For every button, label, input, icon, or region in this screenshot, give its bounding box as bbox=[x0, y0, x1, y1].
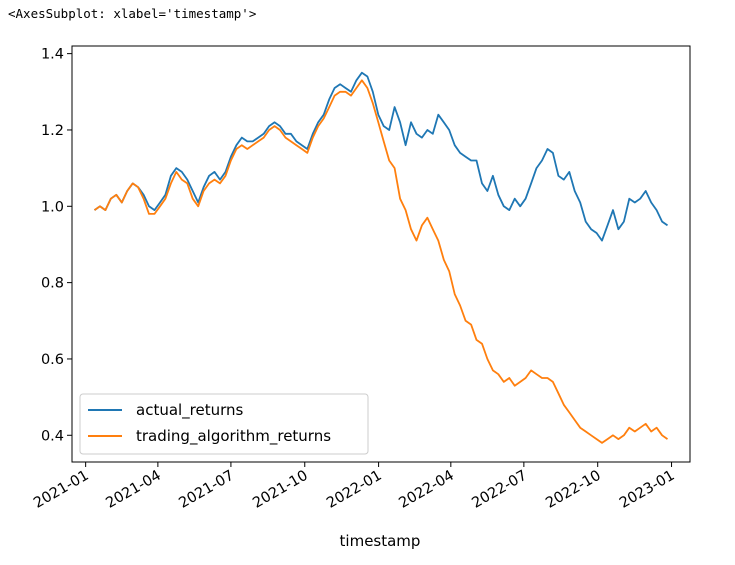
series-line-trading-algorithm-returns bbox=[93, 79, 669, 444]
y-tick-label: 0.6 bbox=[41, 352, 64, 368]
y-tick-label: 1.2 bbox=[41, 123, 64, 139]
y-tick-label: 1.0 bbox=[41, 199, 64, 215]
y-tick-label: 0.8 bbox=[41, 276, 64, 292]
x-tick-label: 2023-01 bbox=[617, 468, 677, 512]
plot-frame bbox=[71, 45, 691, 463]
legend-entry-label: trading_algorithm_returns bbox=[136, 427, 331, 446]
x-tick-label: 2022-01 bbox=[324, 468, 384, 512]
x-tick-label: 2021-01 bbox=[31, 468, 91, 512]
y-axis: 0.4 0.6 0.8 1.0 1.2 1.4 bbox=[41, 47, 72, 444]
y-tick-label: 0.4 bbox=[41, 428, 64, 444]
legend-entry-label: actual_returns bbox=[136, 401, 244, 420]
y-tick-label: 1.4 bbox=[41, 47, 64, 63]
x-tick-label: 2021-07 bbox=[176, 468, 236, 512]
x-tick-label: 2022-04 bbox=[396, 468, 456, 512]
x-axis: 2021-01 2021-04 2021-07 2021-10 2022-01 2022-… bbox=[31, 462, 678, 512]
x-axis-label: timestamp bbox=[340, 532, 421, 550]
x-tick-label: 2021-04 bbox=[103, 468, 163, 512]
series-layer bbox=[93, 71, 669, 444]
x-tick-label: 2021-10 bbox=[250, 468, 310, 512]
series-line-actual-returns bbox=[93, 71, 669, 242]
x-tick-label: 2022-10 bbox=[543, 468, 603, 512]
x-tick-label: 2022-07 bbox=[469, 468, 529, 512]
legend-box bbox=[79, 393, 369, 455]
legend: actual_returns trading_algorithm_returns bbox=[79, 393, 369, 455]
axes-repr-text: <AxesSubplot: xlabel='timestamp'> bbox=[8, 6, 257, 21]
